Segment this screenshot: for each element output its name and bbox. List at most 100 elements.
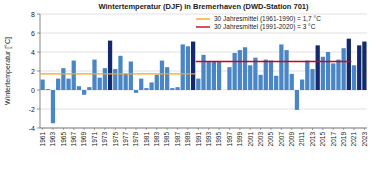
x-tick-label: 2019: [340, 132, 347, 147]
bar: [103, 68, 107, 90]
chart-container: Wintertemperatur (DJF) in Bremerhaven (D…: [0, 0, 370, 185]
x-tick: [270, 128, 271, 130]
x-tick-label: 2017: [330, 132, 337, 147]
x-tick-label: 1963: [49, 132, 56, 147]
bar: [124, 74, 128, 90]
bar: [274, 76, 278, 90]
bar: [108, 41, 112, 90]
x-tick: [94, 128, 95, 130]
bar: [233, 53, 237, 90]
x-tick-label: 2007: [278, 132, 285, 147]
x-tick-label: 1995: [215, 132, 222, 147]
x-tick-label: 1969: [80, 132, 87, 147]
y-tick-label: -2: [29, 106, 35, 113]
x-tick-label: 2021: [350, 132, 357, 147]
bar: [300, 80, 304, 90]
x-tick-label: 1985: [163, 132, 170, 147]
x-tick-label: 1975: [112, 132, 119, 147]
x-tick: [322, 128, 323, 130]
y-tick-label: 6: [31, 30, 35, 37]
y-axis: [40, 14, 41, 128]
grid-line: [40, 128, 367, 129]
x-tick: [343, 128, 344, 130]
x-tick: [239, 128, 240, 130]
bar: [196, 79, 200, 90]
bar: [165, 67, 169, 90]
chart-svg: Wintertemperatur (DJF) in Bremerhaven (D…: [0, 0, 370, 185]
x-tick: [354, 128, 355, 130]
x-tick: [281, 128, 282, 130]
x-tick-label: 1987: [174, 132, 181, 147]
x-tick: [84, 128, 85, 130]
x-tick-label: 1967: [70, 132, 77, 147]
bar: [269, 61, 273, 90]
y-tick-label: -4: [29, 125, 35, 132]
bar: [258, 75, 262, 90]
bar: [352, 65, 356, 90]
x-tick-label: 2013: [309, 132, 316, 147]
bar: [46, 89, 50, 91]
legend-label: 30 Jahresmittel (1991-2020) = 3 °C: [214, 23, 316, 31]
bar: [227, 67, 231, 90]
bar: [295, 90, 299, 110]
y-tick: [37, 90, 40, 91]
bar: [134, 90, 138, 93]
bar: [77, 86, 81, 90]
bar: [253, 58, 257, 90]
x-tick: [125, 128, 126, 130]
y-axis-label: Wintertemperatur [°C]: [4, 37, 12, 105]
bar: [56, 79, 60, 90]
x-tick: [333, 128, 334, 130]
bar: [316, 45, 320, 90]
bar: [40, 80, 44, 90]
bar: [284, 50, 288, 90]
mean-line: [196, 61, 352, 62]
bar: [290, 74, 294, 90]
bar: [144, 88, 148, 90]
legend-label: 30 Jahresmittel (1961-1990) = 1,7 °C: [214, 15, 321, 23]
grid-line: [40, 33, 367, 34]
x-tick-label: 1993: [205, 132, 212, 147]
bar: [207, 62, 211, 91]
x-tick: [302, 128, 303, 130]
x-tick: [63, 128, 64, 130]
x-tick: [291, 128, 292, 130]
x-tick: [219, 128, 220, 130]
x-tick-label: 1991: [195, 132, 202, 147]
x-tick-label: 2011: [298, 132, 305, 146]
x-tick: [146, 128, 147, 130]
y-tick-label: 2: [31, 68, 35, 75]
bar: [248, 65, 252, 90]
x-tick: [229, 128, 230, 130]
x-tick-label: 2009: [288, 132, 295, 147]
plot-area: [40, 39, 367, 124]
mean-line: [40, 73, 196, 74]
x-tick-label: 1983: [153, 132, 160, 147]
bar: [61, 68, 65, 90]
bar: [212, 62, 216, 91]
bar: [181, 44, 185, 90]
x-tick-label: 1971: [91, 132, 98, 147]
bar: [336, 60, 340, 90]
x-tick-label: 2015: [319, 132, 326, 147]
bar: [222, 90, 226, 91]
x-tick: [198, 128, 199, 130]
x-tick: [208, 128, 209, 130]
x-tick: [52, 128, 53, 130]
bar: [72, 61, 76, 90]
bar: [310, 69, 314, 90]
bar: [170, 88, 174, 90]
x-tick-label: 1973: [101, 132, 108, 147]
x-tick-label: 2003: [257, 132, 264, 147]
x-tick: [364, 128, 365, 130]
bar: [186, 46, 190, 90]
bar: [98, 78, 102, 90]
x-tick-label: 1997: [226, 132, 233, 147]
x-tick: [156, 128, 157, 130]
bar: [279, 44, 283, 90]
x-tick-label: 1989: [184, 132, 191, 147]
legend-swatch: [196, 26, 210, 27]
x-tick-label: 2001: [247, 132, 254, 147]
bar: [264, 60, 268, 90]
bar: [51, 90, 55, 123]
